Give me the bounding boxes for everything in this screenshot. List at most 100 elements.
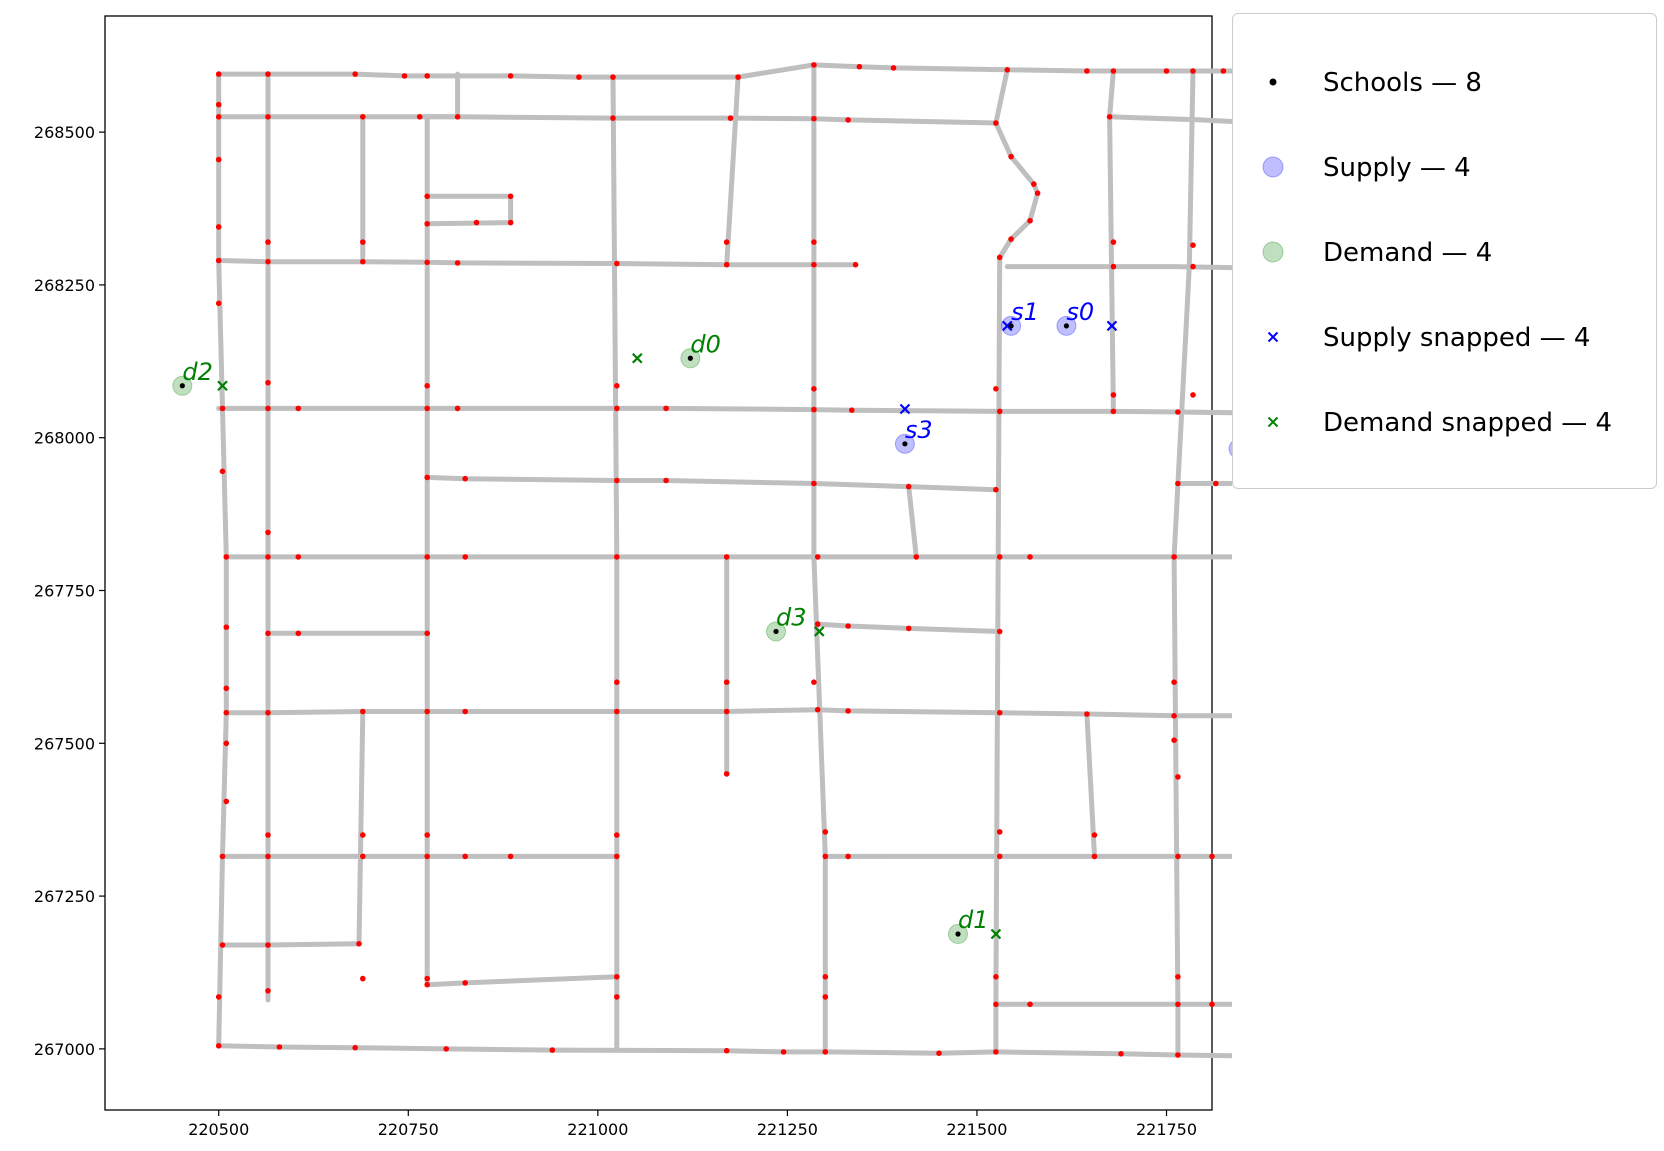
street-node bbox=[219, 942, 226, 948]
legend-item: Supply snapped — 4 bbox=[1233, 317, 1656, 357]
street-node bbox=[454, 260, 461, 266]
street-node bbox=[424, 193, 431, 200]
street-node bbox=[890, 65, 897, 71]
street-node bbox=[507, 853, 514, 860]
legend-item: Schools — 8 bbox=[1233, 62, 1656, 102]
street-node bbox=[1175, 1052, 1181, 1058]
street-node bbox=[822, 1049, 829, 1055]
street-node bbox=[1008, 236, 1014, 242]
street-node bbox=[1031, 181, 1037, 187]
street-node bbox=[223, 709, 230, 716]
x-tick-label: 221750 bbox=[1136, 1120, 1197, 1139]
street-node bbox=[614, 679, 620, 685]
street-node bbox=[223, 624, 230, 630]
street-node bbox=[424, 975, 431, 982]
street-segment bbox=[216, 62, 1232, 80]
street-node bbox=[1163, 68, 1170, 74]
legend-label: Demand snapped — 4 bbox=[1323, 408, 1613, 438]
street-node bbox=[614, 708, 620, 715]
street-node bbox=[462, 980, 469, 986]
x-tick-label: 220750 bbox=[378, 1120, 439, 1139]
street-node bbox=[822, 994, 829, 1000]
street-node bbox=[993, 1001, 999, 1008]
supply-label: s1 bbox=[1011, 298, 1039, 326]
street-node bbox=[265, 71, 271, 77]
street-node bbox=[849, 407, 855, 414]
street-node bbox=[993, 1049, 999, 1055]
street-node bbox=[845, 117, 851, 123]
street-node bbox=[1190, 263, 1196, 270]
street-node bbox=[265, 379, 271, 386]
street-node bbox=[822, 853, 829, 860]
street-node bbox=[424, 405, 431, 412]
street-node bbox=[223, 685, 230, 692]
street-node bbox=[1209, 1001, 1215, 1008]
legend-marker-circle bbox=[1262, 241, 1284, 263]
street-node bbox=[1175, 1001, 1181, 1008]
street-node bbox=[1004, 67, 1011, 73]
supply-snapped-marker bbox=[899, 403, 911, 415]
demand-snapped-marker bbox=[990, 928, 1002, 940]
street-node bbox=[663, 405, 669, 412]
street-node bbox=[723, 261, 730, 268]
street-nodes bbox=[215, 62, 1232, 1058]
street-node bbox=[219, 468, 226, 475]
demand-snapped-marker bbox=[217, 380, 228, 392]
street-node bbox=[424, 474, 431, 481]
supply-point bbox=[1228, 441, 1232, 457]
street-node bbox=[1171, 713, 1177, 719]
street-node bbox=[1171, 737, 1177, 743]
street-node bbox=[265, 630, 271, 637]
y-tick-label: 267250 bbox=[34, 887, 95, 906]
legend: Schools — 8 Supply — 4 Demand — 4 Supply sn… bbox=[1232, 13, 1657, 489]
street-segment bbox=[220, 941, 362, 948]
street-node bbox=[215, 101, 222, 108]
school-point bbox=[902, 441, 908, 447]
street-node bbox=[905, 483, 912, 490]
street-node bbox=[822, 829, 829, 835]
demand-snapped-marker bbox=[631, 352, 643, 364]
y-tick-label: 267000 bbox=[34, 1040, 95, 1059]
street-node bbox=[996, 829, 1003, 835]
street-segment bbox=[1107, 114, 1232, 125]
y-tick-label: 267500 bbox=[34, 734, 95, 753]
facility-points: s0s1s2s3d0d1d2d3 bbox=[172, 298, 1232, 944]
school-point bbox=[179, 383, 185, 389]
street-node bbox=[845, 708, 851, 714]
street-node bbox=[360, 853, 366, 860]
street-node bbox=[401, 73, 408, 79]
street-node bbox=[936, 1050, 942, 1056]
school-point bbox=[1063, 323, 1070, 329]
street-node bbox=[1190, 392, 1196, 398]
street-node bbox=[913, 554, 920, 560]
street-node bbox=[811, 679, 817, 685]
street-node bbox=[1190, 68, 1196, 74]
street-node bbox=[735, 74, 741, 80]
street-node bbox=[1027, 217, 1033, 224]
street-node bbox=[1118, 1051, 1124, 1057]
street-node bbox=[424, 630, 431, 637]
legend-marker-x bbox=[1267, 331, 1279, 343]
street-node bbox=[614, 994, 620, 1000]
street-node bbox=[614, 405, 620, 412]
street-node bbox=[462, 554, 469, 560]
street-node bbox=[1110, 263, 1117, 270]
street-node bbox=[1110, 68, 1117, 74]
street-node bbox=[614, 477, 620, 484]
street-node bbox=[443, 1046, 450, 1052]
street-node bbox=[1027, 554, 1033, 560]
street-node bbox=[454, 114, 461, 120]
street-node bbox=[276, 1044, 283, 1050]
street-node bbox=[614, 383, 620, 389]
street-node bbox=[265, 709, 271, 716]
street-segment bbox=[724, 74, 741, 268]
street-node bbox=[996, 628, 1003, 635]
x-tick-label: 221250 bbox=[757, 1120, 818, 1139]
street-node bbox=[223, 554, 230, 560]
street-node bbox=[996, 554, 1003, 560]
legend-label: Demand — 4 bbox=[1323, 238, 1493, 268]
street-node bbox=[462, 708, 469, 715]
street-node bbox=[727, 115, 734, 121]
street-node bbox=[1084, 68, 1090, 74]
street-node bbox=[811, 261, 817, 268]
